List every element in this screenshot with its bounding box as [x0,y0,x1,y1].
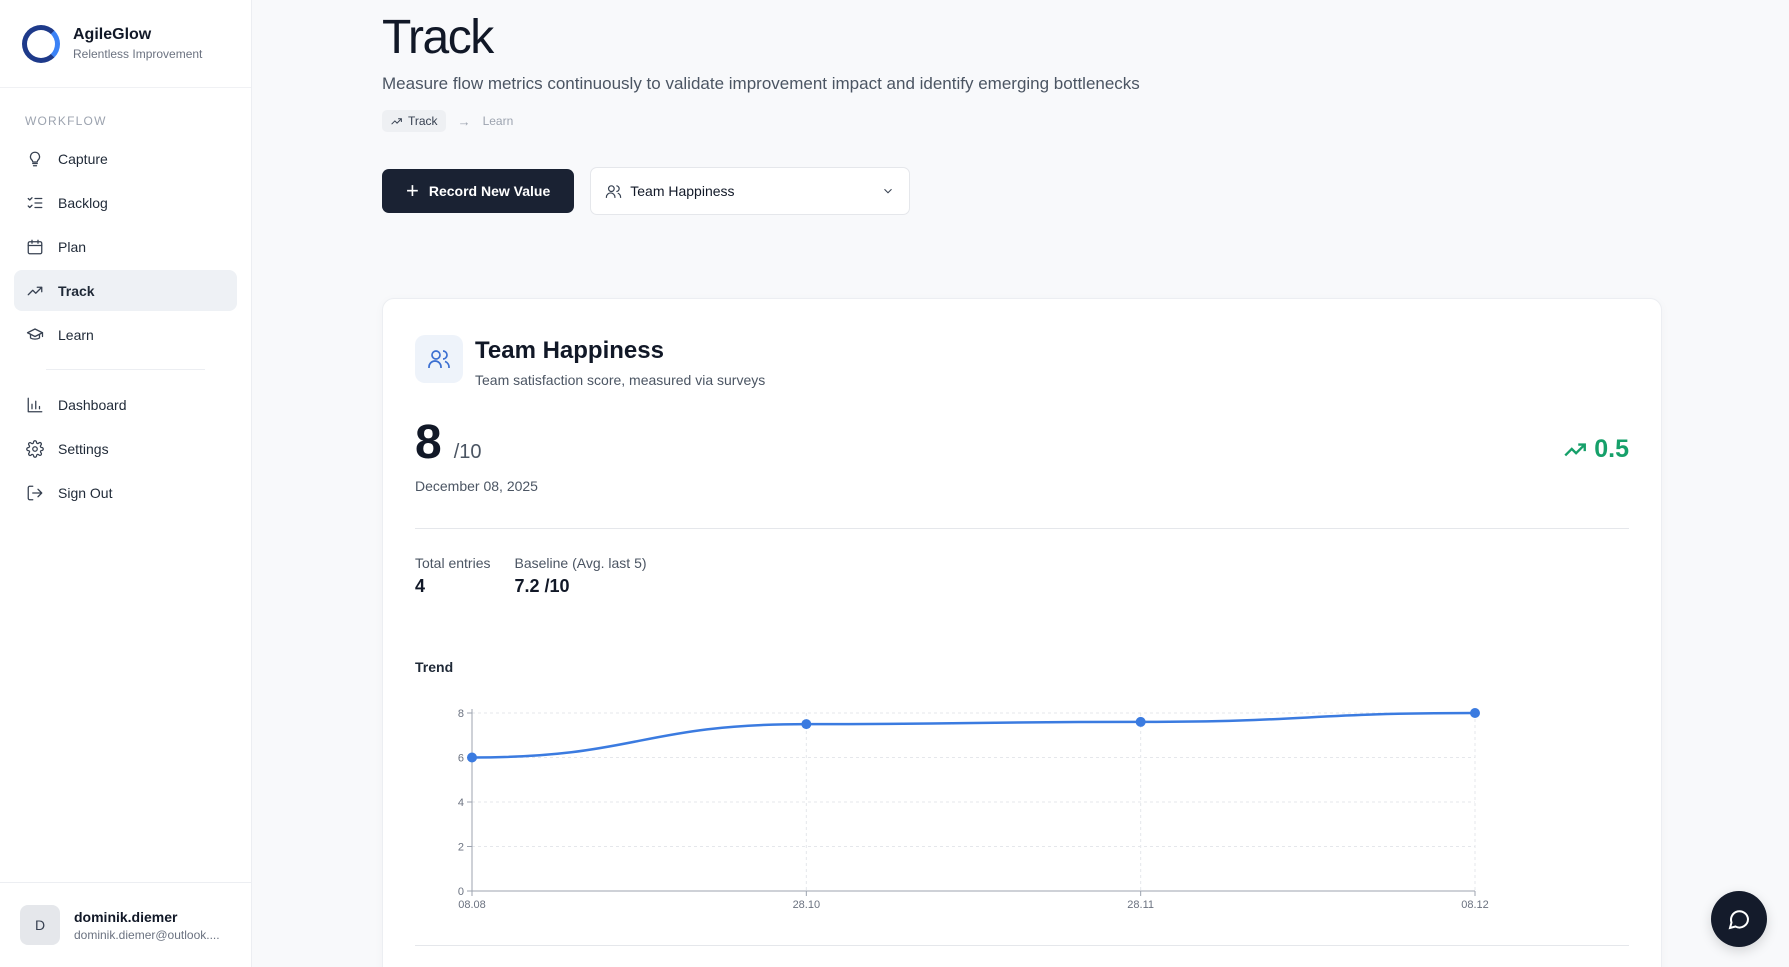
brand[interactable]: AgileGlow Relentless Improvement [0,0,251,88]
x-tick-label: 28.10 [793,899,821,911]
nav-divider [46,369,205,370]
trending-up-icon [27,286,43,295]
data-point [1470,708,1480,718]
gear-icon [26,439,44,458]
y-tick-label: 0 [458,886,464,898]
sidebar-item-backlog[interactable]: Backlog [14,182,237,223]
sidebar-item-settings[interactable]: Settings [14,428,237,469]
users-icon [606,184,622,198]
breadcrumb-current-label: Track [408,114,438,128]
x-tick-label: 28.11 [1127,899,1154,911]
list-checks-icon [27,196,43,208]
trend-chart: 0 2 4 6 8 08.08 28.10 28.11 08.12 [458,708,1489,911]
metric-select[interactable]: Team Happiness [590,167,911,215]
user-profile[interactable]: D dominik.diemer dominik.diemer@outlook.… [0,882,252,967]
breadcrumb-current[interactable]: Track [382,110,446,132]
sidebar: AgileGlow Relentless Improvement WORKFLO… [0,0,252,967]
current-value-unit: /10 [453,441,482,463]
page-title: Track [382,11,494,64]
sidebar-item-track[interactable]: Track [14,270,237,311]
sidebar-item-label: Learn [58,326,94,343]
divider [415,945,1629,946]
sidebar-item-sign-out[interactable]: Sign Out [14,472,237,513]
sidebar-item-label: Track [58,282,95,299]
log-out-icon [27,485,43,500]
metric-card-header: Team Happiness Team satisfaction score, … [415,335,765,388]
current-value-date: December 08, 2025 [415,478,538,494]
trending-up-icon [1564,442,1587,456]
x-tick-label: 08.08 [458,899,486,911]
user-name: dominik.diemer [74,908,178,925]
sidebar-item-label: Capture [58,150,108,167]
user-email: dominik.diemer@outlook.... [74,927,220,942]
y-tick-label: 2 [458,842,464,854]
record-new-value-button[interactable]: + Record New Value [382,169,575,213]
page-subtitle: Measure flow metrics continuously to val… [382,74,1140,93]
trend-label: Trend [415,659,454,675]
current-value-number: 8 [415,416,442,469]
brand-name: AgileGlow [73,26,152,43]
metric-title: Team Happiness [475,337,664,364]
sidebar-item-label: Backlog [58,194,108,211]
sidebar-item-label: Dashboard [58,396,127,413]
delta-value: 0.5 [1594,435,1629,463]
lightbulb-icon [29,151,41,166]
sidebar-item-label: Settings [58,440,109,457]
sidebar-item-label: Sign Out [58,484,113,501]
divider [415,528,1629,529]
calendar-icon [27,239,43,254]
brand-logo-icon [22,24,60,63]
delta-indicator: 0.5 [1562,435,1629,464]
main-content: Track Measure flow metrics continuously … [382,0,1662,967]
data-point [467,752,477,763]
stat-baseline: Baseline (Avg. last 5) 7.2 /10 [514,555,646,597]
stat-label: Baseline (Avg. last 5) [514,555,647,571]
series-line [471,711,1476,759]
chevron-down-icon [884,188,893,194]
stats-row: Total entries 4 Baseline (Avg. last 5) 7… [415,555,671,597]
x-tick-label: 08.12 [1461,899,1489,911]
y-tick-label: 8 [458,708,464,720]
sidebar-item-capture[interactable]: Capture [14,138,237,179]
breadcrumb: Track → Learn [382,110,1662,132]
sidebar-item-plan[interactable]: Plan [14,226,237,267]
graduation-cap-icon [26,327,44,340]
metric-icon-box [415,335,463,383]
stat-label: Total entries [415,555,491,571]
y-tick-label: 4 [458,797,464,809]
sidebar-item-dashboard[interactable]: Dashboard [14,384,237,425]
metric-card: Team Happiness Team satisfaction score, … [382,298,1662,967]
sidebar-item-learn[interactable]: Learn [14,314,237,355]
stat-value: 4 [415,576,426,596]
data-point [1135,716,1146,727]
stat-total-entries: Total entries 4 [415,555,490,597]
chat-button[interactable] [1711,891,1767,947]
brand-tagline: Relentless Improvement [73,47,203,61]
metric-select-value: Team Happiness [630,183,735,199]
arrow-right-icon: → [457,113,471,129]
actions-bar: + Record New Value Team Happiness [382,167,1662,215]
trending-up-icon [391,117,402,125]
record-new-value-label: Record New Value [428,183,551,199]
nav-section-label: WORKFLOW [25,114,107,128]
chat-bubble-icon [1728,910,1750,930]
y-tick-label: 6 [458,753,464,765]
plus-icon: + [406,178,419,203]
users-icon [428,350,450,368]
bar-chart-icon [27,397,43,412]
stat-value: 7.2 /10 [514,576,570,596]
data-point [801,719,812,730]
metric-description: Team satisfaction score, measured via su… [475,372,766,388]
current-value: 8 /10 [415,415,482,470]
sidebar-item-label: Plan [58,238,87,255]
avatar: D [20,905,60,945]
breadcrumb-next[interactable]: Learn [482,114,514,128]
